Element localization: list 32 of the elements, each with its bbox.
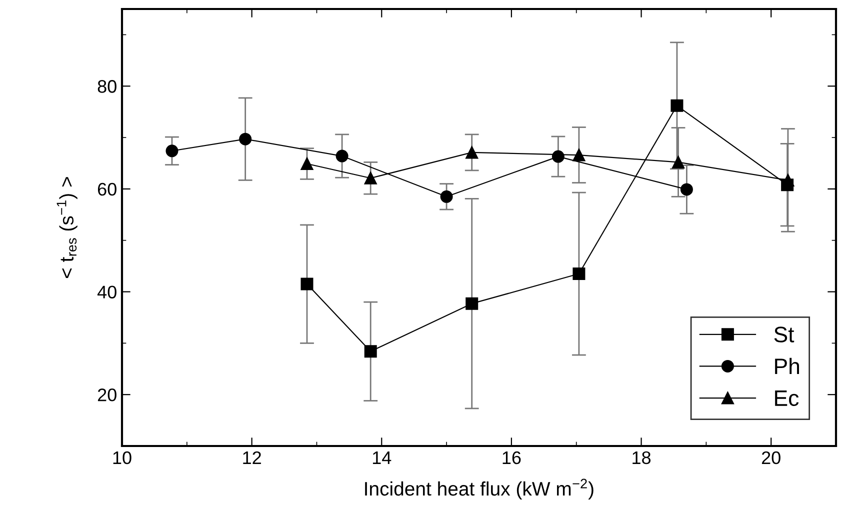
point: [680, 183, 693, 196]
legend-label: Ec: [775, 390, 799, 406]
y-axis-title: < t$_{res}$ (s$^{−1}$) >: [56, 177, 78, 278]
x-tick-label: 10: [113, 451, 132, 464]
point: [300, 158, 314, 170]
point: [440, 190, 453, 203]
point: [336, 150, 348, 162]
point: [239, 132, 252, 146]
y-tick-label: 20: [98, 388, 116, 402]
point: [300, 278, 314, 290]
x-tick-label: 16: [502, 451, 521, 464]
y-tick-label: 40: [97, 286, 116, 298]
point: [466, 146, 478, 159]
legend-label: Ph: [775, 358, 800, 374]
x-tick-label: 12: [243, 451, 261, 464]
point: [364, 172, 377, 184]
point: [572, 268, 586, 280]
x-tick-label: 20: [762, 451, 780, 464]
legend-label: St: [774, 326, 794, 342]
x-axis-title: Incident heat flux (kW m$^{−2}$): [365, 478, 594, 500]
point: [166, 144, 178, 158]
y-tick-label: 60: [98, 182, 116, 196]
point: [672, 156, 685, 168]
x-tick-label: 18: [632, 451, 651, 464]
point: [670, 99, 684, 112]
point: [572, 148, 586, 162]
point: [466, 297, 478, 310]
y-tick-label: 80: [98, 80, 116, 93]
point: [364, 345, 377, 358]
point: [552, 150, 564, 163]
x-tick-label: 14: [372, 452, 392, 464]
point: [782, 174, 794, 186]
